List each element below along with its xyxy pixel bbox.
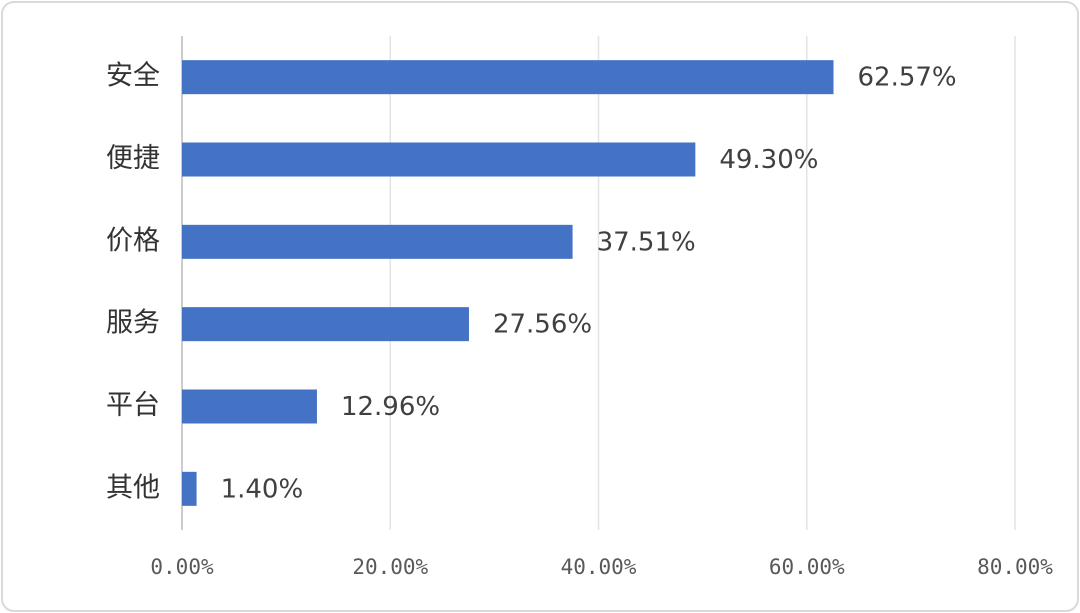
y-tick-label: 其他 [106, 472, 160, 503]
x-tick-label: 20.00% [352, 555, 428, 579]
value-label: 1.40% [221, 474, 304, 504]
value-label: 49.30% [719, 145, 818, 175]
x-tick-label: 40.00% [561, 555, 637, 579]
x-tick-label: 80.00% [977, 555, 1053, 579]
bar [182, 389, 317, 424]
bar [182, 471, 197, 506]
x-tick-label: 0.00% [150, 555, 214, 579]
bar [182, 60, 834, 95]
y-tick-label: 便捷 [106, 143, 160, 174]
y-tick-label: 价格 [106, 225, 160, 256]
bar [182, 307, 469, 342]
x-tick-label: 60.00% [769, 555, 845, 579]
bar [182, 224, 573, 259]
y-tick-label: 平台 [106, 390, 160, 421]
value-label: 62.57% [858, 63, 957, 93]
y-tick-label: 服务 [106, 308, 160, 339]
value-label: 37.51% [597, 227, 696, 257]
y-tick-label: 安全 [106, 61, 160, 92]
bar [182, 142, 696, 177]
value-label: 27.56% [493, 310, 592, 340]
value-label: 12.96% [341, 392, 440, 422]
